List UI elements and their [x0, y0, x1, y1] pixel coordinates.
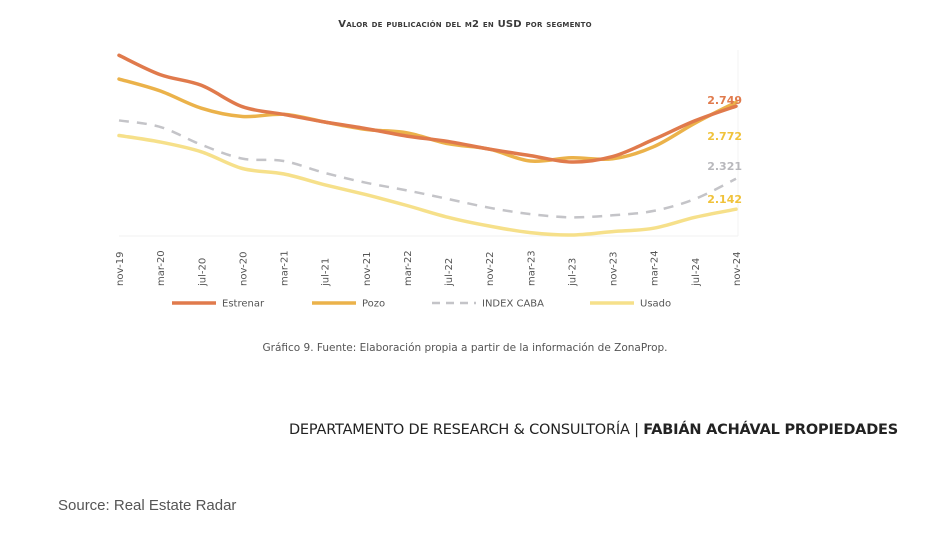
department-name: DEPARTAMENTO DE RESEARCH & CONSULTORÍA |	[288, 422, 644, 438]
legend-label: Pozo	[362, 299, 385, 310]
x-tick-label: mar-20	[156, 250, 167, 286]
x-tick-label: jul-24	[691, 258, 702, 287]
x-tick-label: jul-20	[197, 258, 208, 287]
x-tick-label: nov-22	[485, 252, 496, 286]
department-footer: DEPARTAMENTO DE RESEARCH & CONSULTORÍA |…	[289, 422, 898, 438]
x-tick-label: mar-21	[280, 250, 291, 286]
end-label-usado: 2.142	[707, 193, 742, 206]
end-label-estrenar: 2.749	[707, 94, 742, 107]
end-label-index-caba: 2.321	[707, 160, 742, 173]
series-layer	[117, 53, 738, 237]
legend-label: INDEX CABA	[482, 299, 544, 310]
source-note: Source: Real Estate Radar	[58, 497, 237, 514]
x-tick-label: nov-23	[609, 252, 620, 286]
series-line-index-caba	[118, 119, 737, 219]
series-line-usado	[117, 133, 738, 237]
legend-item-index-caba: INDEX CABA	[432, 299, 544, 310]
plot-area	[119, 50, 739, 237]
x-tick-label: jul-23	[567, 258, 578, 287]
end-label-pozo: 2.772	[707, 130, 742, 143]
x-tick-label: mar-24	[650, 250, 661, 286]
brand-name: FABIÁN ACHÁVAL PROPIEDADES	[643, 422, 898, 438]
legend-item-usado: Usado	[590, 299, 671, 310]
x-tick-label: nov-24	[732, 252, 743, 286]
x-tick-label: jul-21	[321, 258, 332, 287]
end-labels: 2.749 2.772 2.321 2.142	[707, 94, 742, 206]
legend-item-pozo: Pozo	[312, 299, 385, 310]
chart-title: Valor de publicación del m2 en USD por s…	[338, 19, 592, 30]
x-tick-label: jul-22	[444, 258, 455, 287]
figure-caption: Gráfico 9. Fuente: Elaboración propia a …	[262, 342, 668, 354]
x-tick-label: mar-22	[403, 250, 414, 286]
x-tick-label: mar-23	[526, 250, 537, 286]
x-tick-label: nov-21	[362, 252, 373, 286]
x-tick-label: nov-20	[238, 252, 249, 286]
legend-label: Estrenar	[222, 299, 265, 310]
legend-label: Usado	[640, 299, 671, 310]
legend: Estrenar Pozo INDEX CABA Usado	[172, 299, 671, 310]
legend-item-estrenar: Estrenar	[172, 299, 265, 310]
x-axis-ticks: nov-19 mar-20 jul-20 nov-20 mar-21 jul-21 nov-…	[115, 250, 743, 287]
series-line-estrenar	[117, 53, 738, 164]
x-tick-label: nov-19	[115, 252, 126, 286]
